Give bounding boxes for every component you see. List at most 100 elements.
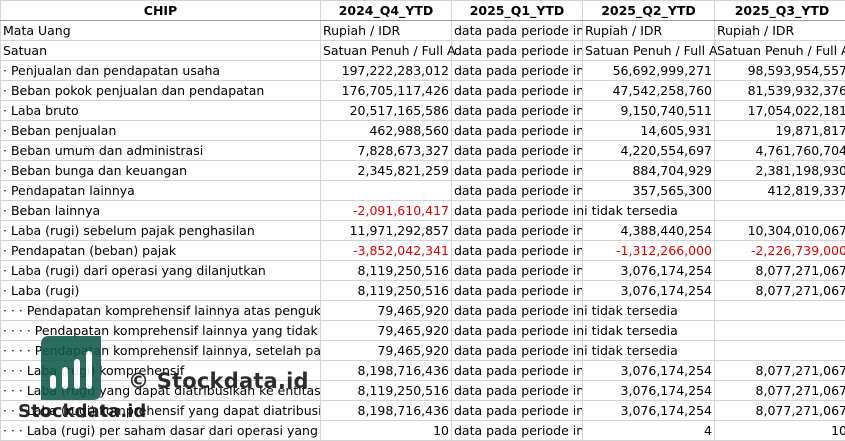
data-cell[interactable]: 14,605,931 xyxy=(582,120,715,141)
data-cell[interactable]: data pada periode ini tidak tersedia xyxy=(451,340,678,361)
data-cell[interactable]: 79,465,920 xyxy=(320,340,452,361)
data-cell[interactable]: -1,312,266,000 xyxy=(582,240,715,261)
data-cell[interactable]: 8,198,716,436 xyxy=(320,400,452,421)
row-label-cell[interactable]: · Pendapatan (beban) pajak xyxy=(0,240,321,261)
data-cell[interactable]: 3,076,174,254 xyxy=(582,280,715,301)
data-cell[interactable]: data pada periode in xyxy=(451,160,583,181)
row-label-cell[interactable]: Satuan xyxy=(0,40,321,61)
data-cell[interactable]: Satuan Penuh / Full A xyxy=(582,40,718,61)
data-cell[interactable]: 2,381,198,930 xyxy=(714,160,845,181)
data-cell[interactable]: data pada periode in xyxy=(451,420,583,441)
data-cell[interactable] xyxy=(714,300,845,321)
data-cell[interactable]: 19,871,817 xyxy=(714,120,845,141)
data-cell[interactable]: 7,828,673,327 xyxy=(320,140,452,161)
header-cell-period[interactable]: 2025_Q2_YTD xyxy=(582,0,715,21)
data-cell[interactable]: 8,077,271,067 xyxy=(714,360,845,381)
data-cell[interactable]: 8,077,271,067 xyxy=(714,400,845,421)
data-cell[interactable]: data pada periode in xyxy=(451,100,583,121)
data-cell[interactable]: 10 xyxy=(714,420,845,441)
data-cell[interactable]: 2,345,821,259 xyxy=(320,160,452,181)
data-cell[interactable]: data pada periode in xyxy=(451,360,583,381)
data-cell[interactable] xyxy=(714,340,845,361)
data-cell[interactable]: 884,704,929 xyxy=(582,160,715,181)
header-cell-period[interactable]: 2025_Q1_YTD xyxy=(451,0,583,21)
data-cell[interactable]: 3,076,174,254 xyxy=(582,360,715,381)
data-cell[interactable]: data pada periode ini tidak tersedia xyxy=(451,200,678,221)
data-cell[interactable]: -3,852,042,341 xyxy=(320,240,452,261)
data-cell[interactable]: 176,705,117,426 xyxy=(320,80,452,101)
data-cell[interactable]: 4,388,440,254 xyxy=(582,220,715,241)
data-cell[interactable]: 8,198,716,436 xyxy=(320,360,452,381)
row-label-cell[interactable]: · Laba (rugi) sebelum pajak penghasilan xyxy=(0,220,321,241)
data-cell[interactable]: 8,077,271,067 xyxy=(714,260,845,281)
data-cell[interactable]: data pada periode in xyxy=(451,40,583,61)
row-label-cell[interactable]: · · · Pendapatan komprehensif lainnya at… xyxy=(0,300,321,321)
data-cell[interactable]: data pada periode in xyxy=(451,180,583,201)
data-cell[interactable]: -2,091,610,417 xyxy=(320,200,452,221)
data-cell[interactable]: data pada periode in xyxy=(451,60,583,81)
data-cell[interactable]: Rupiah / IDR xyxy=(320,20,452,41)
data-cell[interactable]: data pada periode in xyxy=(451,380,583,401)
data-cell[interactable]: data pada periode in xyxy=(451,20,583,41)
header-cell-period[interactable]: 2025_Q3_YTD xyxy=(714,0,845,21)
row-label-cell[interactable]: · Beban umum dan administrasi xyxy=(0,140,321,161)
data-cell[interactable] xyxy=(320,180,452,201)
data-cell[interactable]: 8,077,271,067 xyxy=(714,280,845,301)
row-label-cell[interactable]: · Laba (rugi) dari operasi yang dilanjut… xyxy=(0,260,321,281)
data-cell[interactable]: 412,819,337 xyxy=(714,180,845,201)
data-cell[interactable]: 8,119,250,516 xyxy=(320,380,452,401)
header-cell-ticker[interactable]: CHIP xyxy=(0,0,321,21)
data-cell[interactable]: 4 xyxy=(582,420,715,441)
data-cell[interactable]: 11,971,292,857 xyxy=(320,220,452,241)
row-label-cell[interactable]: · Beban pokok penjualan dan pendapatan xyxy=(0,80,321,101)
data-cell[interactable]: 8,119,250,516 xyxy=(320,280,452,301)
data-cell[interactable]: 3,076,174,254 xyxy=(582,260,715,281)
row-label-cell[interactable]: · Beban penjualan xyxy=(0,120,321,141)
data-cell[interactable]: Satuan Penuh / Full A xyxy=(320,40,456,61)
data-cell[interactable]: 20,517,165,586 xyxy=(320,100,452,121)
data-cell[interactable]: 9,150,740,511 xyxy=(582,100,715,121)
data-cell[interactable]: data pada periode in xyxy=(451,240,583,261)
data-cell[interactable]: 79,465,920 xyxy=(320,320,452,341)
data-cell[interactable]: 56,692,999,271 xyxy=(582,60,715,81)
row-label-cell[interactable]: · Pendapatan lainnya xyxy=(0,180,321,201)
data-cell[interactable]: 8,119,250,516 xyxy=(320,260,452,281)
data-cell[interactable]: 197,222,283,012 xyxy=(320,60,452,81)
data-cell[interactable]: data pada periode in xyxy=(451,120,583,141)
data-cell[interactable]: 10,304,010,067 xyxy=(714,220,845,241)
row-label-cell[interactable]: · · · Laba (rugi) per saham dasar dari o… xyxy=(0,420,321,441)
data-cell[interactable]: data pada periode in xyxy=(451,400,583,421)
data-cell[interactable]: data pada periode ini tidak tersedia xyxy=(451,300,678,321)
data-cell[interactable]: data pada periode in xyxy=(451,140,583,161)
data-cell[interactable]: data pada periode in xyxy=(451,260,583,281)
row-label-cell[interactable]: · Penjualan dan pendapatan usaha xyxy=(0,60,321,81)
data-cell[interactable]: 10 xyxy=(320,420,452,441)
data-cell[interactable]: 47,542,258,760 xyxy=(582,80,715,101)
data-cell[interactable]: 17,054,022,181 xyxy=(714,100,845,121)
data-cell[interactable]: 79,465,920 xyxy=(320,300,452,321)
data-cell[interactable]: 4,220,554,697 xyxy=(582,140,715,161)
data-cell[interactable]: 3,076,174,254 xyxy=(582,380,715,401)
data-cell[interactable] xyxy=(714,320,845,341)
data-cell[interactable]: 8,077,271,067 xyxy=(714,380,845,401)
data-cell[interactable]: 98,593,954,557 xyxy=(714,60,845,81)
row-label-cell[interactable]: · Beban bunga dan keuangan xyxy=(0,160,321,181)
data-cell[interactable]: 4,761,760,704 xyxy=(714,140,845,161)
row-label-cell[interactable]: · Laba (rugi) xyxy=(0,280,321,301)
data-cell[interactable]: 357,565,300 xyxy=(582,180,715,201)
row-label-cell[interactable]: Mata Uang xyxy=(0,20,321,41)
data-cell[interactable]: Rupiah / IDR xyxy=(714,20,845,41)
data-cell[interactable]: -2,226,739,000 xyxy=(714,240,845,261)
data-cell[interactable]: data pada periode in xyxy=(451,220,583,241)
data-cell[interactable]: data pada periode ini tidak tersedia xyxy=(451,320,678,341)
data-cell[interactable]: data pada periode in xyxy=(451,280,583,301)
row-label-cell[interactable]: · Beban lainnya xyxy=(0,200,321,221)
data-cell[interactable]: Rupiah / IDR xyxy=(582,20,715,41)
data-cell[interactable]: 81,539,932,376 xyxy=(714,80,845,101)
row-label-cell[interactable]: · Laba bruto xyxy=(0,100,321,121)
data-cell[interactable]: data pada periode in xyxy=(451,80,583,101)
data-cell[interactable]: 3,076,174,254 xyxy=(582,400,715,421)
data-cell[interactable] xyxy=(714,200,845,221)
data-cell[interactable]: 462,988,560 xyxy=(320,120,452,141)
header-cell-period[interactable]: 2024_Q4_YTD xyxy=(320,0,452,21)
